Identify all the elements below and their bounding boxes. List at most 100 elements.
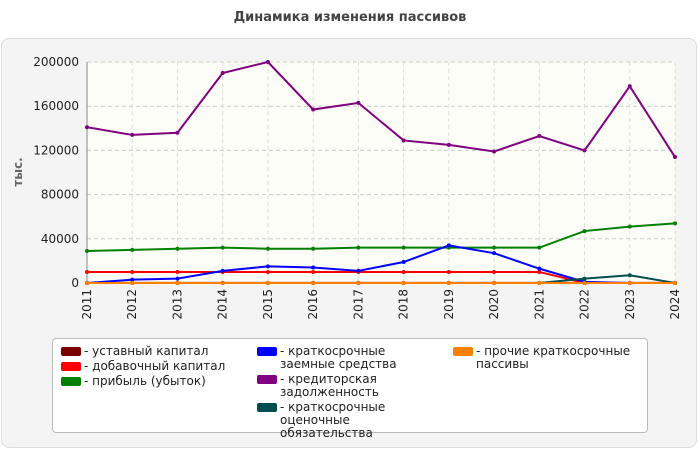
data-point [627, 273, 632, 278]
data-point [356, 268, 361, 273]
data-point [311, 265, 316, 270]
legend: - уставный капитал - добавочный капитал - … [52, 338, 648, 440]
data-point [130, 247, 135, 252]
x-tick-label: 2018 [397, 289, 411, 320]
legend-label: - прочие краткосрочные пассивы [476, 344, 631, 371]
data-point [130, 269, 135, 274]
data-point [265, 264, 270, 269]
y-tick-label: 160000 [33, 99, 79, 113]
legend-label: - кредиторская задолженность [280, 372, 379, 399]
x-tick-label: 2011 [80, 289, 94, 320]
data-point [492, 269, 497, 274]
legend-swatch [257, 403, 277, 412]
data-point [537, 281, 542, 285]
y-tick-label: 40000 [41, 232, 79, 246]
data-point [446, 142, 451, 147]
legend-swatch [61, 347, 81, 356]
y-axis-label: тыс. [11, 157, 25, 186]
data-point [356, 100, 361, 105]
x-tick-label: 2017 [351, 289, 365, 320]
data-point [85, 125, 89, 130]
legend-swatch [61, 362, 81, 371]
chart-title: Динамика изменения пассивов [234, 10, 467, 25]
x-tick-label: 2022 [578, 289, 592, 320]
data-point [627, 84, 632, 89]
series-line [87, 270, 675, 284]
legend-item[interactable]: - краткосрочные оценочные обязательства [257, 401, 443, 440]
data-point [265, 60, 270, 64]
legend-item[interactable]: - прочие краткосрочные пассивы [453, 345, 639, 371]
data-point [311, 246, 316, 251]
legend-swatch [453, 347, 473, 356]
legend-label: - прибыль (убыток) [84, 374, 206, 388]
data-point [582, 276, 587, 281]
data-point [673, 155, 677, 160]
legend-column: - уставный капитал - добавочный капитал - … [61, 345, 247, 426]
legend-column: - прочие краткосрочные пассивы [453, 345, 639, 426]
series-line [86, 60, 676, 158]
data-point [582, 148, 587, 153]
x-tick-label: 2012 [125, 289, 139, 320]
data-point [175, 246, 180, 251]
data-point [175, 276, 180, 281]
data-point [130, 277, 135, 282]
data-point [175, 281, 180, 285]
data-point [673, 221, 677, 226]
data-point [220, 245, 225, 250]
x-tick-label: 2015 [261, 289, 275, 320]
data-point [401, 269, 406, 274]
legend-swatch [257, 347, 277, 356]
data-point [265, 246, 270, 251]
y-tick-label: 0 [71, 276, 79, 290]
x-tick-label: 2021 [532, 289, 546, 320]
data-point [582, 281, 587, 285]
x-tick-label: 2019 [442, 289, 456, 320]
data-point [220, 268, 225, 273]
legend-item[interactable]: - кредиторская задолженность [257, 373, 443, 399]
data-point [492, 149, 497, 154]
data-point [85, 281, 89, 285]
data-point [401, 138, 406, 143]
data-point [220, 71, 225, 76]
data-point [175, 130, 180, 135]
data-point [401, 245, 406, 250]
data-point [311, 281, 316, 285]
x-tick-label: 2016 [306, 289, 320, 320]
data-point [537, 269, 542, 274]
data-point [537, 134, 542, 139]
data-point [265, 269, 270, 274]
data-point [265, 281, 270, 285]
legend-item[interactable]: - уставный капитал [61, 345, 247, 358]
x-tick-label: 2020 [487, 289, 501, 320]
legend-label: - добавочный капитал [84, 359, 226, 373]
data-point [130, 281, 135, 285]
legend-swatch [61, 377, 81, 386]
data-point [492, 245, 497, 250]
plot-area [87, 62, 675, 283]
x-tick-label: 2013 [170, 289, 184, 320]
legend-item[interactable]: - добавочный капитал [61, 360, 247, 373]
y-tick-label: 200000 [33, 55, 79, 69]
data-point [537, 266, 542, 271]
x-tick-label: 2023 [623, 289, 637, 320]
data-point [673, 281, 677, 285]
data-point [220, 281, 225, 285]
data-point [175, 269, 180, 274]
data-point [446, 281, 451, 285]
y-tick-label: 120000 [33, 143, 79, 157]
legend-swatch [257, 375, 277, 384]
y-tick-label: 80000 [41, 188, 79, 202]
data-point [401, 281, 406, 285]
data-point [492, 281, 497, 285]
legend-item[interactable]: - краткосрочные заемные средства [257, 345, 443, 371]
series-line [86, 222, 676, 252]
data-point [537, 245, 542, 250]
data-point [492, 251, 497, 256]
data-point [356, 245, 361, 250]
x-tick-label: 2024 [668, 289, 682, 320]
x-tick-label: 2014 [216, 289, 230, 320]
data-point [85, 248, 89, 253]
legend-item[interactable]: - прибыль (убыток) [61, 375, 247, 388]
